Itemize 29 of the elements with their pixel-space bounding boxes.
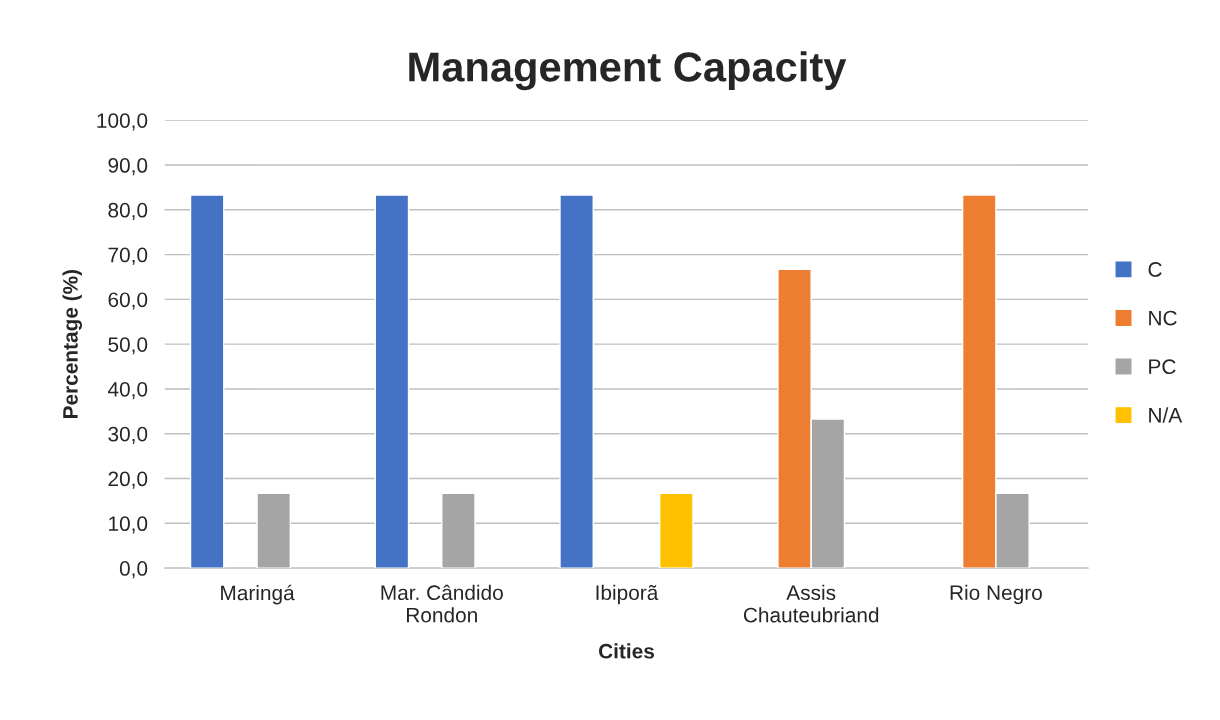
y-tick-label: 0,0	[119, 561, 148, 579]
y-axis-title: Percentage (%)	[62, 269, 83, 419]
x-tick-label: Assis Chauteubriand	[743, 584, 879, 623]
y-tick-label: 30,0	[108, 426, 148, 444]
y-tick-label: 70,0	[108, 247, 148, 265]
bar	[189, 194, 225, 569]
x-tick-label: Maringá	[221, 584, 295, 605]
y-tick-label: 80,0	[108, 202, 148, 221]
legend-label: C	[1148, 262, 1162, 277]
y-tick-label: 10,0	[109, 516, 148, 534]
bar	[559, 194, 594, 569]
legend-label: NC	[1149, 310, 1177, 326]
legend-label: PC	[1149, 359, 1176, 375]
y-tick-label: 40,0	[107, 381, 148, 400]
legend-label: N/A	[1149, 407, 1183, 423]
chart-title: Management Capacity	[409, 51, 847, 91]
bar	[256, 492, 291, 569]
y-tick-label: 20,0	[108, 471, 148, 489]
x-tick-label: Rio Negro	[950, 584, 1042, 605]
y-tick-label: 90,0	[108, 158, 148, 176]
y-tick-label: 60,0	[108, 292, 148, 310]
bar	[374, 194, 410, 569]
x-axis-title: Cities	[598, 643, 654, 659]
bar	[441, 492, 476, 569]
y-tick-label: 50,0	[108, 337, 148, 355]
x-tick-label: Ibiporã	[596, 584, 659, 605]
bar	[659, 492, 694, 569]
y-tick-label: 100,0	[97, 113, 148, 131]
x-tick-label: Mar. Cândido Rondon	[381, 584, 503, 623]
